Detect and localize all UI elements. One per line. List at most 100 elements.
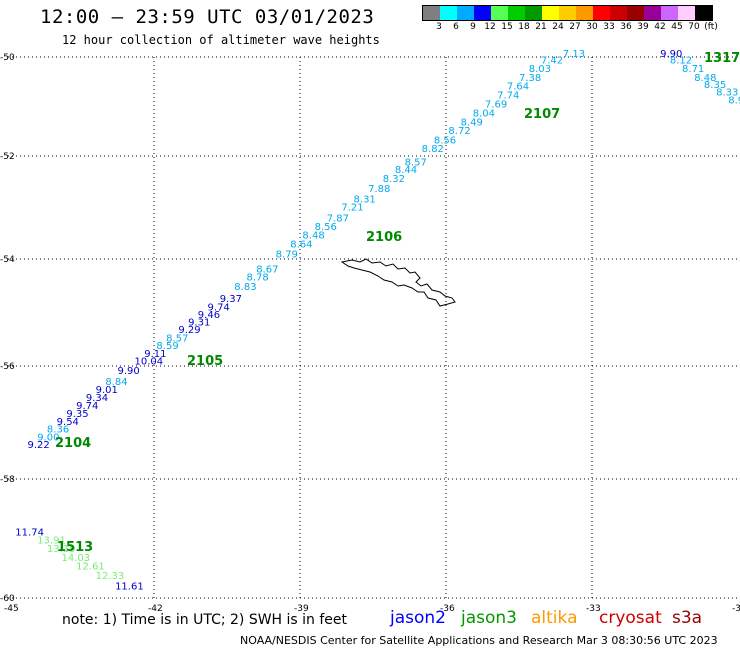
color-swatch <box>542 6 559 20</box>
satellite-legend-item: altika <box>531 608 578 628</box>
track-id-label: 2104 <box>55 436 91 451</box>
wave-height-value: 9.74 <box>76 401 98 412</box>
color-swatch <box>661 6 678 20</box>
color-swatch <box>474 6 491 20</box>
color-scale-label: 24 <box>552 22 564 32</box>
color-swatch <box>610 6 627 20</box>
satellite-legend-item: cryosat <box>599 608 662 628</box>
wave-height-value: 8.67 <box>256 264 278 275</box>
color-scale-label: 27 <box>569 22 581 32</box>
altimeter-points: 9.229.008.369.549.359.749.349.018.849.90… <box>15 49 740 593</box>
wave-height-value: 9.01 <box>96 385 118 396</box>
wave-height-value: 8.82 <box>422 144 444 155</box>
color-swatch <box>423 6 440 20</box>
color-swatch <box>559 6 576 20</box>
wave-height-value: 8.84 <box>105 377 127 388</box>
color-scale-label: 70 <box>688 22 700 32</box>
page-title: 12:00 — 23:59 UTC 03/01/2023 <box>40 6 375 28</box>
color-swatch <box>593 6 610 20</box>
color-scale-label: 3 <box>436 22 442 32</box>
color-swatch <box>457 6 474 20</box>
wave-height-value: 13.19 <box>47 544 76 555</box>
color-swatch <box>644 6 661 20</box>
wave-height-value: 9.35 <box>66 409 88 420</box>
color-scale-label: (ft) <box>704 22 718 32</box>
wave-height-value: 12.33 <box>96 571 125 582</box>
wave-height-value: 8.78 <box>246 272 268 283</box>
color-scale-label: 33 <box>603 22 615 32</box>
longitude-label: -30 <box>732 604 740 614</box>
wave-height-value: 9.31 <box>188 317 210 328</box>
latitude-label: -50 <box>0 53 15 63</box>
wave-height-value: 8.9 <box>728 96 740 107</box>
wave-height-value: 7.13 <box>563 49 585 60</box>
color-scale-label: 42 <box>654 22 666 32</box>
map-grid: -45-42-39-36-33-30-50-52-54-56-58-60 <box>0 53 740 614</box>
wave-height-value: 8.31 <box>354 194 376 205</box>
wave-height-value: 9.74 <box>208 302 230 313</box>
color-scale-label: 45 <box>671 22 683 32</box>
wave-height-value: 8.48 <box>302 230 324 241</box>
color-scale-label: 39 <box>637 22 649 32</box>
wave-height-value: 7.69 <box>485 99 507 110</box>
wave-height-value: 13.91 <box>37 535 66 546</box>
color-swatch <box>525 6 542 20</box>
wave-height-value: 8.36 <box>47 425 69 436</box>
wave-height-value: 8.56 <box>434 136 456 147</box>
longitude-label: -45 <box>4 604 19 614</box>
wave-height-value: 10.04 <box>135 356 164 367</box>
wave-height-value: 8.44 <box>395 165 417 176</box>
wave-height-value: 9.34 <box>86 393 108 404</box>
track-id-label: 1317 <box>704 51 740 66</box>
color-swatch <box>695 6 712 20</box>
wave-height-value: 8.57 <box>405 157 427 168</box>
wave-height-value: 14.03 <box>62 553 91 564</box>
wave-height-value: 9.90 <box>660 49 682 60</box>
footnote: note: 1) Time is in UTC; 2) SWH is in fe… <box>62 612 348 628</box>
wave-height-value: 9.11 <box>144 349 166 360</box>
track-labels: 2104 2105 2106 2107 1513 1317 <box>55 51 740 555</box>
track-id-label: 2105 <box>187 354 223 369</box>
wave-height-value: 7.87 <box>327 213 349 224</box>
wave-height-value: 8.64 <box>290 240 312 251</box>
wave-height-value: 12.61 <box>76 561 105 572</box>
wave-height-value: 8.35 <box>704 80 726 91</box>
satellite-legend-item: jason2 <box>390 608 446 628</box>
wave-height-value: 9.29 <box>178 325 200 336</box>
color-scale-label: 30 <box>586 22 598 32</box>
wave-height-value: 9.46 <box>198 310 220 321</box>
latitude-label: -56 <box>0 362 15 372</box>
credit-footer: NOAA/NESDIS Center for Satellite Applica… <box>240 634 718 647</box>
wave-height-value: 11.61 <box>115 582 144 593</box>
wave-height-value: 9.22 <box>27 440 49 451</box>
satellite-legend-item: s3a <box>672 608 703 628</box>
wave-height-value: 8.83 <box>234 282 256 293</box>
color-swatch <box>627 6 644 20</box>
wave-height-value: 9.00 <box>37 433 59 444</box>
color-scale-label: 9 <box>470 22 476 32</box>
color-swatch <box>491 6 508 20</box>
latitude-label: -54 <box>0 255 15 265</box>
wave-height-value: 7.64 <box>507 82 529 93</box>
latitude-label: -52 <box>0 152 15 162</box>
wave-height-value: 7.38 <box>519 73 541 84</box>
wave-height-value: 8.03 <box>529 64 551 75</box>
track-id-label: 1513 <box>57 540 93 555</box>
wave-height-value: 7.42 <box>541 55 563 66</box>
wave-height-value: 8.49 <box>461 117 483 128</box>
color-scale-label: 21 <box>535 22 547 32</box>
color-scale-label: 6 <box>453 22 459 32</box>
wave-height-value: 8.32 <box>383 174 405 185</box>
wave-height-value: 11.74 <box>15 528 44 539</box>
wave-height-value: 7.74 <box>497 91 519 102</box>
color-scale-label: 18 <box>518 22 530 32</box>
wave-height-value: 8.12 <box>670 55 692 66</box>
wave-height-value: 8.71 <box>682 64 704 75</box>
wave-height-value: 8.79 <box>276 249 298 260</box>
color-scale <box>422 5 713 21</box>
wave-height-value: 8.48 <box>694 73 716 84</box>
wave-height-value: 7.21 <box>341 203 363 214</box>
color-swatch <box>678 6 695 20</box>
color-scale-label: 15 <box>501 22 513 32</box>
